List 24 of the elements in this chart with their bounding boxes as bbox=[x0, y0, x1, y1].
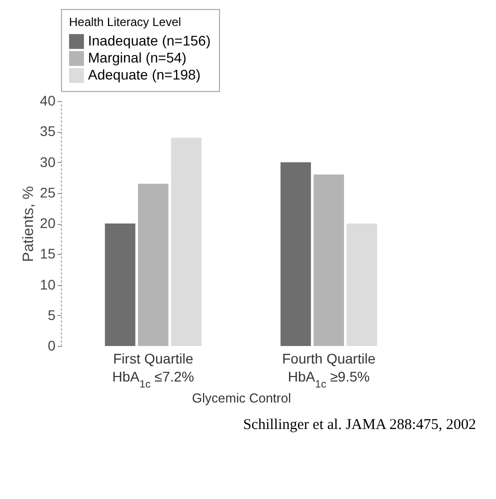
y-tick-label: 30 bbox=[40, 154, 56, 170]
y-axis-title: Patients, % bbox=[20, 186, 37, 262]
text: Schillinger et al. JAMA 288:475, 2002 bbox=[242, 417, 476, 434]
y-tick-label: 35 bbox=[40, 123, 56, 140]
bar bbox=[280, 162, 311, 346]
y-tick-label: 15 bbox=[40, 246, 56, 262]
y-tick-label: 25 bbox=[40, 184, 56, 200]
bar bbox=[346, 224, 378, 346]
x-tick-label: Fourth Quartile HbA$_{1c}$ ≥9.5% bbox=[282, 350, 376, 390]
y-tick-label: 40 bbox=[40, 92, 56, 108]
legend-label: Inadequate (n=156) bbox=[88, 32, 211, 48]
legend-label: Adequate (n=198) bbox=[88, 66, 200, 82]
bar bbox=[104, 224, 136, 346]
y-tick-label: 10 bbox=[40, 276, 56, 292]
bar bbox=[171, 138, 202, 346]
legend-title: Health Literacy Level bbox=[69, 15, 182, 29]
bar bbox=[314, 174, 344, 346]
y-tick-label: 0 bbox=[48, 338, 56, 354]
x-tick-label: First Quartile HbA$_{1c}$ ≤7.2% bbox=[112, 350, 194, 390]
y-tick-label: 5 bbox=[48, 306, 56, 323]
legend-label: Marginal (n=54) bbox=[88, 50, 186, 66]
y-tick-label: 20 bbox=[40, 215, 56, 231]
x-axis-title: Glycemic Control bbox=[192, 390, 292, 406]
bar bbox=[138, 184, 168, 346]
